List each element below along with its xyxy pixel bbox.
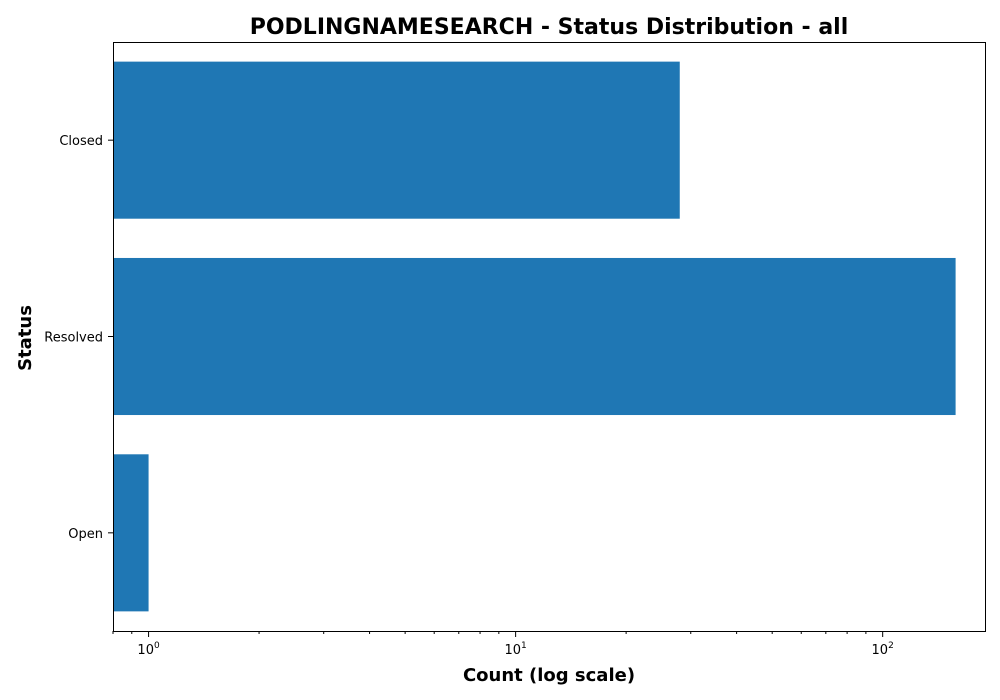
x-tick-label-exponent: 2 [888, 641, 894, 651]
bar-resolved [113, 257, 956, 416]
bar-open [113, 454, 149, 612]
x-tick-label-base: 10 [504, 643, 521, 658]
x-tick-label-exponent: 1 [521, 641, 527, 651]
plot-frame [113, 42, 986, 632]
x-tick-label: 100 [137, 641, 160, 658]
chart-title: PODLINGNAMESEARCH - Status Distribution … [250, 15, 849, 40]
y-tick-label-open: Open [68, 527, 103, 542]
x-axis-label: Count (log scale) [463, 665, 635, 686]
bars-layer [113, 61, 956, 612]
y-axis-ticks: Closed Resolved Open [44, 134, 113, 542]
y-tick-label-closed: Closed [59, 134, 103, 149]
x-tick-label: 101 [504, 641, 526, 658]
x-axis-ticks: 100 101 102 [112, 631, 894, 658]
x-tick-label-exponent: 0 [154, 641, 160, 651]
x-tick-label-base: 10 [872, 643, 889, 658]
y-axis-label: Status [15, 305, 36, 371]
x-tick-label: 102 [872, 641, 894, 658]
y-tick-label-resolved: Resolved [44, 331, 103, 346]
bar-closed [113, 61, 680, 219]
x-tick-label-base: 10 [137, 643, 154, 658]
